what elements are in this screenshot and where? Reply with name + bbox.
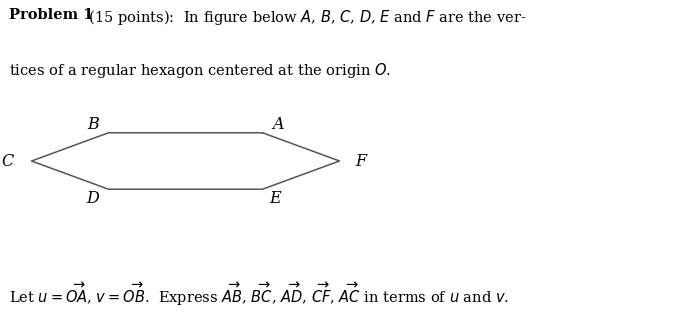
Text: F: F bbox=[355, 153, 366, 169]
Text: B: B bbox=[88, 116, 99, 133]
Text: tices of a regular hexagon centered at the origin $O$.: tices of a regular hexagon centered at t… bbox=[9, 61, 391, 80]
Text: A: A bbox=[272, 116, 284, 133]
Text: Let $u = \overrightarrow{OA}$, $v = \overrightarrow{OB}$.  Express $\overrightar: Let $u = \overrightarrow{OA}$, $v = \ove… bbox=[9, 280, 509, 308]
Text: (15 points):  In figure below $A$, $B$, $C$, $D$, $E$ and $F$ are the ver-: (15 points): In figure below $A$, $B$, $… bbox=[84, 8, 526, 27]
Text: E: E bbox=[270, 190, 281, 207]
Text: D: D bbox=[87, 190, 99, 207]
Text: Problem 1: Problem 1 bbox=[9, 8, 94, 22]
Text: C: C bbox=[1, 153, 13, 169]
